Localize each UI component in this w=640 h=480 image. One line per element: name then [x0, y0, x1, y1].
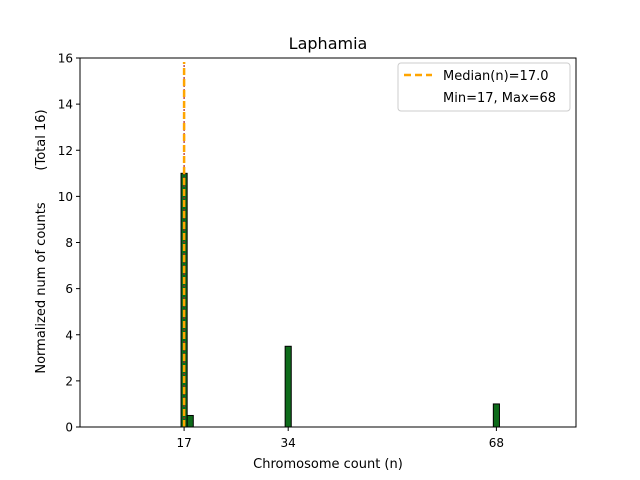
chart-title: Laphamia	[289, 34, 368, 53]
legend-range-label: Min=17, Max=68	[443, 91, 556, 106]
y-tick-label: 0	[65, 421, 73, 435]
y-tick-label: 2	[65, 374, 73, 388]
x-tick-label: 34	[281, 436, 296, 450]
x-tick-label: 17	[176, 436, 191, 450]
y-tick-label: 8	[65, 236, 73, 250]
y-tick-label: 14	[58, 98, 73, 112]
y-axis-total-label: (Total 16)	[34, 109, 49, 170]
y-axis-label: Normalized num of counts	[34, 202, 49, 373]
legend-median-label: Median(n)=17.0	[443, 69, 549, 84]
y-tick-label: 10	[58, 190, 73, 204]
y-tick-label: 6	[65, 282, 73, 296]
x-axis-label: Chromosome count (n)	[253, 457, 403, 472]
bar	[186, 414, 194, 428]
y-tick-label: 16	[58, 52, 73, 66]
legend-box	[397, 62, 571, 112]
legend: Median(n)=17.0 Min=17, Max=68	[397, 62, 571, 112]
x-tick-label: 68	[489, 436, 504, 450]
y-axis: 0 2 4 6 8 10 12 14 16	[58, 52, 80, 435]
axes-frame	[79, 57, 577, 428]
y-tick-label: 12	[58, 144, 73, 158]
bar	[284, 345, 292, 428]
y-tick-label: 4	[65, 328, 73, 342]
x-axis: 17 34 68	[176, 427, 504, 450]
bar	[492, 403, 500, 428]
bars	[180, 172, 500, 428]
